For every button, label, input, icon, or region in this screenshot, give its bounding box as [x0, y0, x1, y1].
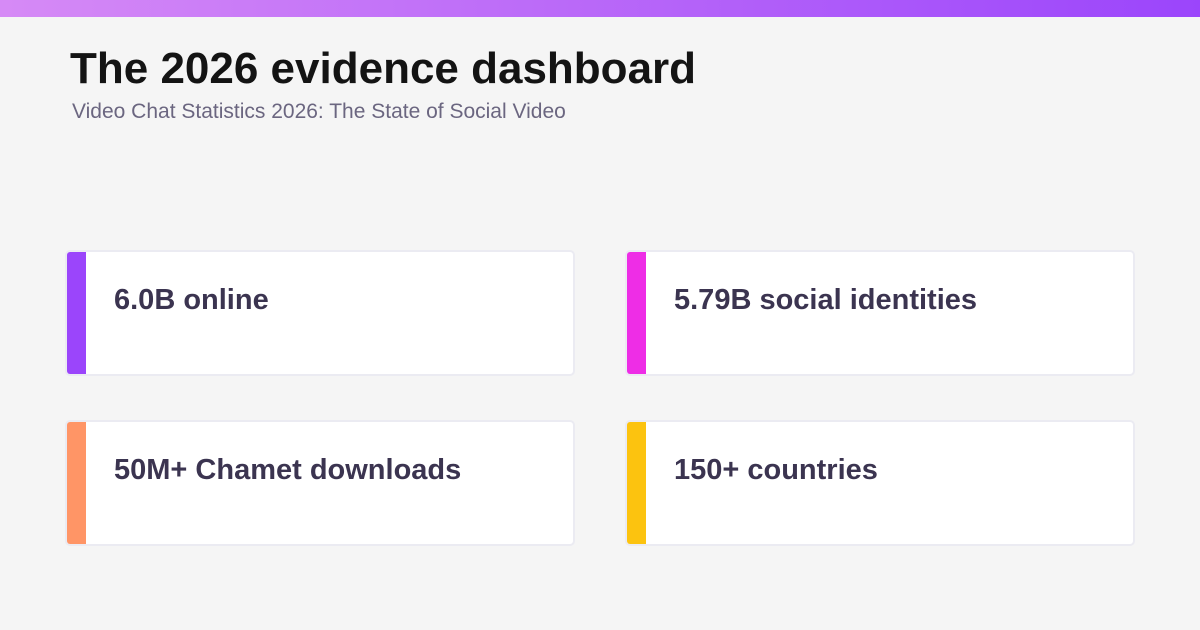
stat-card-social-identities: 5.79B social identities: [625, 250, 1135, 376]
stat-card-downloads: 50M+ Chamet downloads: [65, 420, 575, 546]
stat-card-countries: 150+ countries: [625, 420, 1135, 546]
top-accent-bar: [0, 0, 1200, 17]
card-accent-bar: [627, 422, 646, 544]
card-accent-bar: [627, 252, 646, 374]
card-accent-bar: [67, 422, 86, 544]
stat-label: 150+ countries: [674, 454, 878, 486]
page-subtitle: Video Chat Statistics 2026: The State of…: [72, 100, 566, 123]
stat-label: 6.0B online: [114, 284, 269, 316]
card-accent-bar: [67, 252, 86, 374]
stat-label: 50M+ Chamet downloads: [114, 454, 462, 486]
stat-label: 5.79B social identities: [674, 284, 978, 316]
page-title: The 2026 evidence dashboard: [70, 44, 697, 93]
stat-card-online: 6.0B online: [65, 250, 575, 376]
